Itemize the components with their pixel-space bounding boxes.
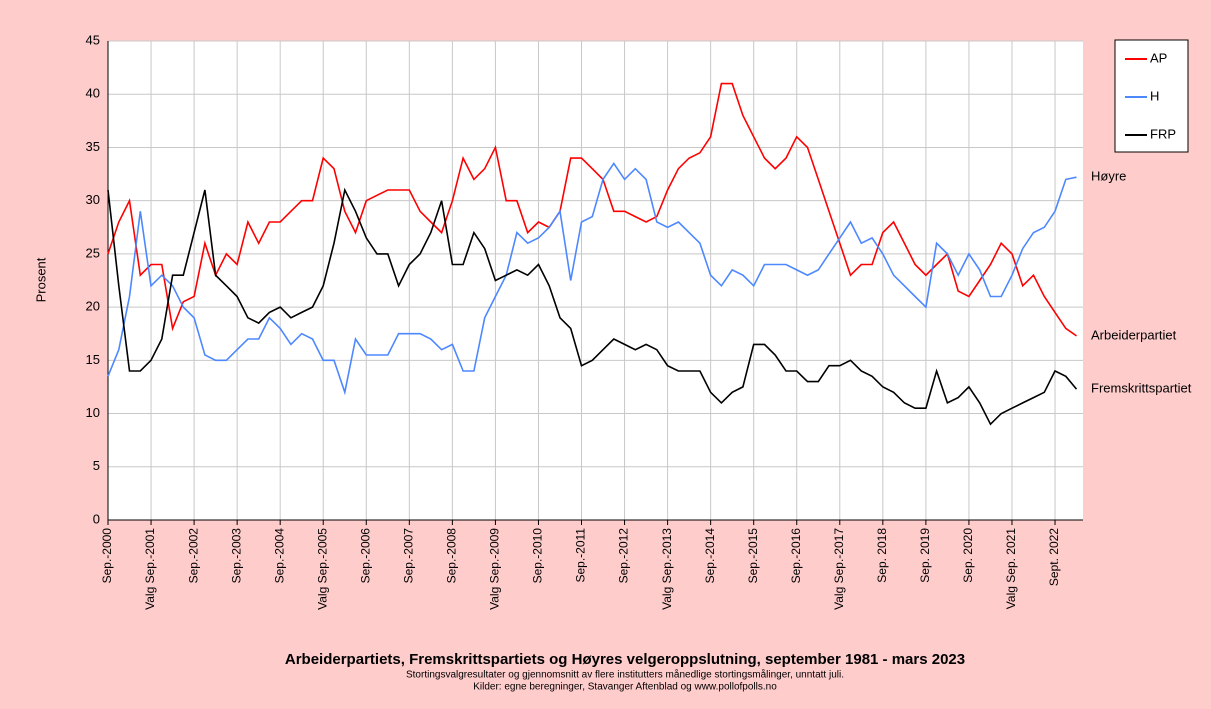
x-tick-label: Sep.-2000 <box>100 528 114 584</box>
x-tick-label: Sep.-2016 <box>789 528 803 584</box>
y-tick-label: 40 <box>86 86 100 101</box>
x-tick-label: Sep.-2006 <box>358 528 372 584</box>
y-tick-label: 45 <box>86 32 100 47</box>
plot-area <box>108 41 1083 520</box>
chart-source: Kilder: egne beregninger, Stavanger Afte… <box>473 682 777 693</box>
series-end-label: Høyre <box>1091 169 1126 184</box>
x-tick-label: Valg Sep.-2017 <box>832 528 846 610</box>
y-tick-label: 0 <box>93 511 100 526</box>
x-tick-label: Sep.-2014 <box>703 528 717 584</box>
chart-subtitle: Stortingsvalgresultater og gjennomsnitt … <box>406 669 844 681</box>
legend-label: H <box>1150 88 1159 103</box>
y-tick-label: 10 <box>86 405 100 420</box>
y-tick-label: 5 <box>93 458 100 473</box>
x-tick-label: Sep.-2012 <box>617 528 631 584</box>
x-tick-label: Valg Sep.-2009 <box>488 528 502 610</box>
y-tick-label: 30 <box>86 192 100 207</box>
series-line <box>107 82 1077 337</box>
x-tick-label: Valg Sep. 2021 <box>1004 528 1018 610</box>
x-tick-label: Sept. 2022 <box>1047 528 1061 586</box>
x-tick-label: Sep.-2011 <box>574 528 588 583</box>
legend-label: AP <box>1150 50 1167 65</box>
x-tick-label: Sep. 2020 <box>961 528 975 583</box>
x-tick-label: Sep.-2007 <box>401 528 415 584</box>
x-tick-label: Sep.-2003 <box>229 528 243 584</box>
x-tick-label: Valg Sep.-2013 <box>660 528 674 610</box>
x-tick-label: Sep.-2008 <box>445 528 459 584</box>
series-end-label: Arbeiderpartiet <box>1091 327 1177 342</box>
x-tick-label: Valg Sep.-2005 <box>315 528 329 610</box>
x-tick-label: Sep. 2019 <box>918 528 932 583</box>
y-tick-label: 25 <box>86 245 100 260</box>
legend-label: FRP <box>1150 126 1176 141</box>
series-line <box>107 187 1078 426</box>
y-tick-label: 15 <box>86 352 100 367</box>
y-axis-label: Prosent <box>33 257 48 302</box>
x-tick-label: Sep.-2002 <box>186 528 200 584</box>
x-tick-label: Sep.-2015 <box>746 528 760 584</box>
series-line <box>107 161 1077 396</box>
x-tick-label: Sep.-2010 <box>531 528 545 584</box>
series-end-label: Fremskrittspartiet <box>1091 381 1192 396</box>
y-tick-label: 20 <box>86 299 100 314</box>
chart-title: Arbeiderpartiets, Fremskrittspartiets og… <box>285 651 965 668</box>
x-tick-label: Valg Sep.-2001 <box>143 528 157 610</box>
y-tick-label: 35 <box>86 139 100 154</box>
x-tick-label: Sep.-2004 <box>272 528 286 584</box>
x-tick-label: Sep. 2018 <box>875 528 889 583</box>
